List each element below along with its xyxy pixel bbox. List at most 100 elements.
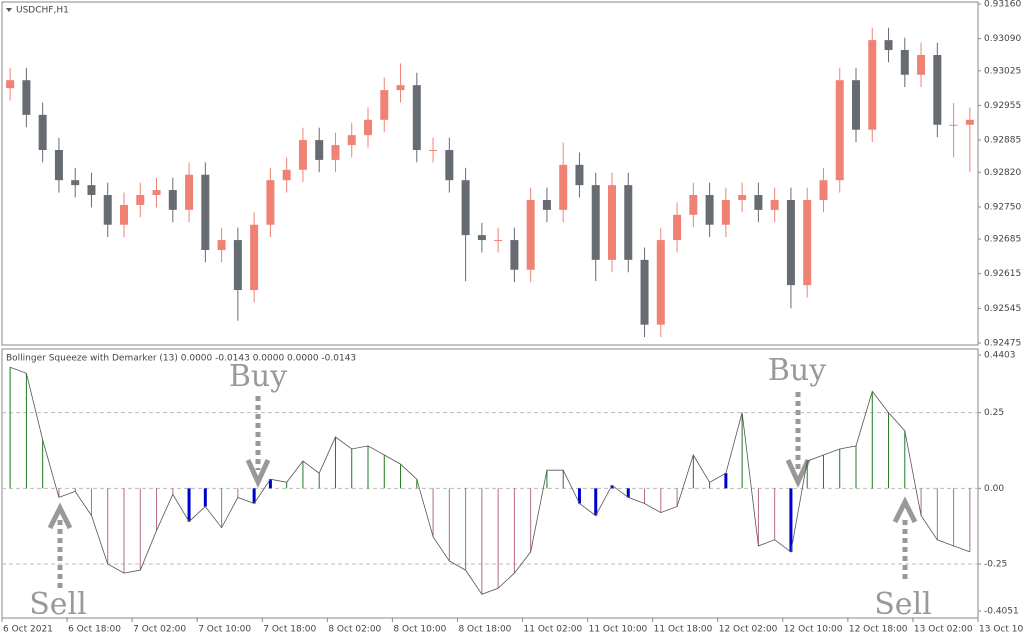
x-tick-label: 8 Oct 18:00 xyxy=(458,625,511,635)
candle-body xyxy=(71,180,80,186)
x-tick-label: 13 Oct 10:00 xyxy=(979,625,1024,635)
candle-body xyxy=(364,119,372,136)
annotation: Sell xyxy=(874,587,932,622)
candle-body xyxy=(689,195,698,215)
x-tick-label: 6 Oct 2021 xyxy=(3,625,53,635)
candle-body xyxy=(201,174,210,250)
candle-body xyxy=(656,240,665,325)
x-tick-label: 11 Oct 10:00 xyxy=(589,625,648,635)
candle-body xyxy=(396,85,405,91)
candle-body xyxy=(136,195,145,205)
candle-body xyxy=(965,119,974,125)
candle-body xyxy=(233,240,242,291)
candle-body xyxy=(640,259,649,325)
candle-body xyxy=(250,224,259,291)
candle-body xyxy=(786,199,795,286)
price-panel xyxy=(1,1,979,346)
candle-body xyxy=(852,80,860,130)
y-tick-label: 0.93160 xyxy=(984,0,1021,10)
x-tick-label: 11 Oct 02:00 xyxy=(524,625,583,635)
candle-body xyxy=(282,169,291,181)
candle-body xyxy=(120,204,128,225)
candle-body xyxy=(315,140,324,160)
candle-body xyxy=(721,199,730,225)
candle-body xyxy=(542,199,551,210)
candle-body xyxy=(819,180,828,200)
candle-body xyxy=(494,240,503,242)
candle-body xyxy=(673,214,682,241)
candle-body xyxy=(933,54,942,125)
candle-body xyxy=(429,149,438,151)
indicator-panel xyxy=(1,348,979,619)
candle-body xyxy=(445,149,454,181)
candle-body xyxy=(298,140,307,170)
x-tick-label: 6 Oct 18:00 xyxy=(68,625,121,635)
annotation: Buy xyxy=(768,353,826,388)
candle-body xyxy=(949,124,958,126)
candle-body xyxy=(738,195,747,200)
symbol-menu[interactable] xyxy=(6,8,12,12)
x-tick-label: 12 Oct 02:00 xyxy=(719,625,778,635)
candle-body xyxy=(22,80,31,115)
candle-body xyxy=(6,80,15,89)
x-tick-label: 12 Oct 18:00 xyxy=(849,625,908,635)
x-tick-label: 8 Oct 02:00 xyxy=(328,625,381,635)
candle-body xyxy=(608,185,616,260)
x-tick-label: 11 Oct 18:00 xyxy=(654,625,713,635)
candle-body xyxy=(754,195,763,210)
x-tick-label: 12 Oct 10:00 xyxy=(784,625,843,635)
price-title: USDCHF,H1 xyxy=(16,6,69,16)
candle-body xyxy=(884,40,893,51)
candle-body xyxy=(917,54,926,75)
candle-body xyxy=(900,50,909,75)
candle-body xyxy=(803,199,812,286)
indicator-title: Bollinger Squeeze with Demarker (13) 0.0… xyxy=(6,354,356,364)
annotation: Sell xyxy=(29,587,87,622)
candle-body xyxy=(510,240,519,270)
candle-body xyxy=(380,90,389,120)
candle-body xyxy=(559,164,568,210)
candle-body xyxy=(868,40,877,130)
candle-body xyxy=(38,114,47,150)
candle-body xyxy=(461,180,470,236)
y-tick-label: 0.00 xyxy=(984,484,1004,494)
candle-body xyxy=(103,195,112,225)
x-tick-label: 7 Oct 18:00 xyxy=(263,625,316,635)
candle-body xyxy=(575,164,584,186)
y-tick-label: 0.4403 xyxy=(984,351,1016,361)
y-tick-label: 0.92475 xyxy=(984,339,1021,349)
x-tick-label: 7 Oct 02:00 xyxy=(133,625,186,635)
candle-body xyxy=(331,145,340,160)
y-tick-label: 0.25 xyxy=(984,408,1004,418)
candle-body xyxy=(526,199,535,270)
y-tick-label: 0.92685 xyxy=(984,235,1021,245)
candle-body xyxy=(168,190,177,210)
y-tick-label: 0.92955 xyxy=(984,101,1021,111)
y-tick-label: -0.4051 xyxy=(984,607,1019,617)
candle-body xyxy=(266,180,275,225)
candle-body xyxy=(54,149,63,181)
candle-body xyxy=(217,240,226,250)
y-tick-label: 0.92615 xyxy=(984,269,1021,279)
y-tick-label: 0.92820 xyxy=(984,168,1021,178)
candle-body xyxy=(705,195,714,225)
annotation: Buy xyxy=(229,359,287,394)
x-tick-label: 13 Oct 02:00 xyxy=(914,625,973,635)
y-tick-label: 0.92545 xyxy=(984,304,1021,314)
y-tick-label: -0.25 xyxy=(984,560,1007,570)
indicator-line xyxy=(9,366,971,595)
candle-body xyxy=(87,185,96,196)
candle-body xyxy=(770,199,779,210)
candle-body xyxy=(591,185,600,260)
arrows xyxy=(47,392,918,590)
x-tick-label: 8 Oct 10:00 xyxy=(393,625,446,635)
y-tick-label: 0.93025 xyxy=(984,66,1021,76)
x-tick-label: 7 Oct 10:00 xyxy=(198,625,251,635)
y-tick-label: 0.93090 xyxy=(984,34,1021,44)
candle-body xyxy=(477,235,486,241)
candle-body xyxy=(152,190,161,196)
y-tick-label: 0.92750 xyxy=(984,202,1021,212)
candle-body xyxy=(624,185,633,260)
y-tick-label: 0.92885 xyxy=(984,136,1021,146)
